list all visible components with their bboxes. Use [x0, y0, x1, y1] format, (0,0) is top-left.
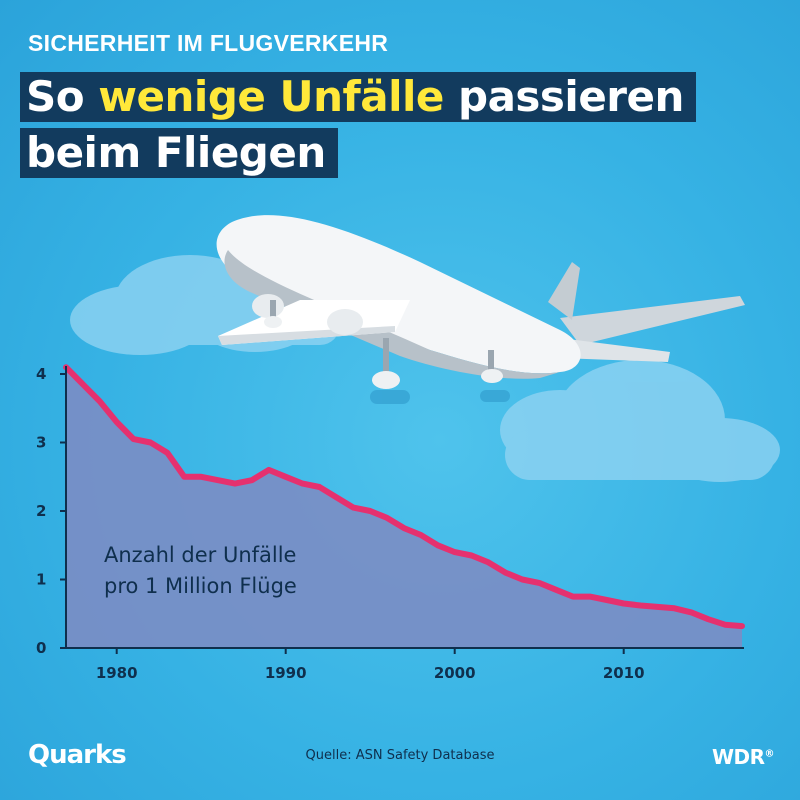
- data-point-1985: [199, 474, 204, 479]
- headline-line-2: beim Fliegen: [20, 128, 338, 178]
- data-point-1986: [216, 478, 221, 483]
- chart-caption-line-2: pro 1 Million Flüge: [104, 574, 297, 598]
- headline-line-1: So wenige Unfälle passieren: [20, 72, 696, 122]
- data-point-1999: [435, 543, 440, 548]
- data-point-1996: [385, 515, 390, 520]
- quarks-logo: Quarks: [28, 740, 127, 770]
- data-point-2008: [587, 594, 592, 599]
- data-point-2002: [486, 560, 491, 565]
- data-point-2006: [554, 587, 559, 592]
- x-tick-label-1980: 1980: [96, 664, 138, 682]
- data-point-2009: [604, 598, 609, 602]
- data-point-1987: [233, 481, 237, 486]
- chart-caption-line-1: Anzahl der Unfälle: [104, 543, 296, 567]
- data-point-2012: [655, 604, 660, 609]
- data-point-2003: [503, 570, 508, 575]
- data-point-1995: [368, 509, 373, 513]
- data-point-1984: [182, 474, 187, 479]
- wdr-registered-mark: ®: [764, 748, 775, 760]
- wdr-logo: WDR®: [711, 745, 775, 769]
- data-point-1979: [97, 399, 102, 404]
- airplane-shadow: [370, 390, 510, 404]
- airplane-illustration: [216, 215, 745, 389]
- data-point-2001: [469, 553, 474, 558]
- data-point-2007: [571, 594, 575, 599]
- data-point-1983: [165, 450, 170, 455]
- area-fill: [66, 367, 742, 648]
- data-point-2017: [740, 624, 744, 629]
- y-tick-label-1: 1: [36, 571, 46, 589]
- data-point-1990: [283, 474, 288, 479]
- data-point-1978: [80, 382, 85, 387]
- data-point-1997: [402, 526, 406, 531]
- source-note: Quelle: ASN Safety Database: [305, 748, 495, 763]
- y-tick-label-4: 4: [36, 365, 46, 383]
- data-point-2004: [520, 577, 525, 582]
- x-tick-label-2000: 2000: [434, 664, 476, 682]
- data-point-1994: [351, 505, 356, 510]
- data-point-2013: [672, 606, 677, 611]
- data-point-2005: [537, 580, 542, 585]
- data-point-1992: [317, 485, 322, 489]
- data-point-1998: [418, 533, 423, 537]
- headline-part-2: passieren: [443, 72, 684, 121]
- x-tick-label-1990: 1990: [265, 664, 307, 682]
- data-point-2014: [689, 610, 694, 615]
- kicker-title: SICHERHEIT IM FLUGVERKEHR: [28, 30, 389, 56]
- x-tick-label-2010: 2010: [603, 664, 645, 682]
- cloud-right: [500, 360, 780, 482]
- y-tick-label-3: 3: [36, 434, 46, 452]
- wdr-logo-text: WDR: [711, 745, 765, 769]
- data-point-1982: [148, 440, 153, 445]
- data-point-2000: [452, 550, 457, 555]
- data-point-1980: [114, 420, 119, 424]
- y-tick-label-0: 0: [36, 639, 46, 657]
- data-point-1981: [131, 437, 136, 442]
- data-point-1993: [334, 495, 339, 500]
- data-point-2015: [706, 617, 711, 622]
- data-point-1991: [300, 481, 305, 486]
- headline-highlight: wenige Unfälle: [98, 72, 444, 121]
- headline-part-1: So: [26, 72, 99, 121]
- data-point-1989: [266, 467, 271, 472]
- data-point-2016: [723, 622, 728, 627]
- y-tick-label-2: 2: [36, 502, 46, 520]
- data-point-1988: [249, 478, 254, 483]
- data-point-2011: [638, 603, 643, 608]
- data-point-2010: [621, 601, 626, 606]
